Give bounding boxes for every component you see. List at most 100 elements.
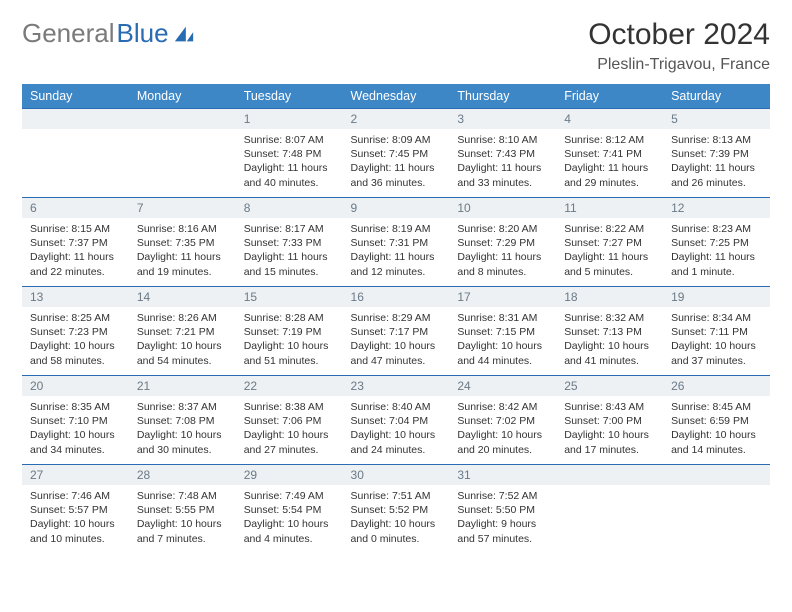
sunrise-line: Sunrise: 8:29 AM (351, 311, 442, 325)
sunrise-line: Sunrise: 8:26 AM (137, 311, 228, 325)
day-number: 3 (449, 109, 556, 129)
sunset-line: Sunset: 7:06 PM (244, 414, 335, 428)
day-body: Sunrise: 7:48 AMSunset: 5:55 PMDaylight:… (129, 485, 236, 552)
sunset-line: Sunset: 7:00 PM (564, 414, 655, 428)
brand-part2: Blue (117, 18, 169, 49)
day-number: 2 (343, 109, 450, 129)
daylight-line: Daylight: 10 hours and 44 minutes. (457, 339, 548, 367)
weekday-header: Wednesday (343, 84, 450, 108)
daylight-line: Daylight: 10 hours and 34 minutes. (30, 428, 121, 456)
sunrise-line: Sunrise: 7:48 AM (137, 489, 228, 503)
sunrise-line: Sunrise: 8:45 AM (671, 400, 762, 414)
day-body: Sunrise: 8:19 AMSunset: 7:31 PMDaylight:… (343, 218, 450, 285)
sunrise-line: Sunrise: 8:38 AM (244, 400, 335, 414)
daylight-line: Daylight: 11 hours and 29 minutes. (564, 161, 655, 189)
daylight-line: Daylight: 10 hours and 4 minutes. (244, 517, 335, 545)
daylight-line: Daylight: 10 hours and 30 minutes. (137, 428, 228, 456)
sunset-line: Sunset: 7:11 PM (671, 325, 762, 339)
daylight-line: Daylight: 10 hours and 47 minutes. (351, 339, 442, 367)
day-number: 4 (556, 109, 663, 129)
week-number-row: 2728293031 (22, 464, 770, 485)
week-body-row: Sunrise: 8:15 AMSunset: 7:37 PMDaylight:… (22, 218, 770, 286)
day-number: 23 (343, 376, 450, 396)
sunrise-line: Sunrise: 8:35 AM (30, 400, 121, 414)
day-number: 17 (449, 287, 556, 307)
daylight-line: Daylight: 10 hours and 20 minutes. (457, 428, 548, 456)
week-number-row: 12345 (22, 108, 770, 129)
sunrise-line: Sunrise: 8:42 AM (457, 400, 548, 414)
daylight-line: Daylight: 11 hours and 26 minutes. (671, 161, 762, 189)
sunrise-line: Sunrise: 8:23 AM (671, 222, 762, 236)
sunrise-line: Sunrise: 7:51 AM (351, 489, 442, 503)
day-body: Sunrise: 8:35 AMSunset: 7:10 PMDaylight:… (22, 396, 129, 463)
day-body: Sunrise: 8:23 AMSunset: 7:25 PMDaylight:… (663, 218, 770, 285)
day-body: Sunrise: 8:38 AMSunset: 7:06 PMDaylight:… (236, 396, 343, 463)
sunset-line: Sunset: 5:57 PM (30, 503, 121, 517)
sunrise-line: Sunrise: 8:25 AM (30, 311, 121, 325)
daylight-line: Daylight: 11 hours and 8 minutes. (457, 250, 548, 278)
sunrise-line: Sunrise: 8:31 AM (457, 311, 548, 325)
day-number: 31 (449, 465, 556, 485)
sunrise-line: Sunrise: 7:46 AM (30, 489, 121, 503)
day-body: Sunrise: 8:17 AMSunset: 7:33 PMDaylight:… (236, 218, 343, 285)
sunset-line: Sunset: 7:15 PM (457, 325, 548, 339)
sunset-line: Sunset: 7:08 PM (137, 414, 228, 428)
day-number: 18 (556, 287, 663, 307)
day-body: Sunrise: 8:12 AMSunset: 7:41 PMDaylight:… (556, 129, 663, 196)
daylight-line: Daylight: 11 hours and 12 minutes. (351, 250, 442, 278)
daylight-line: Daylight: 11 hours and 33 minutes. (457, 161, 548, 189)
day-number: 5 (663, 109, 770, 129)
week-body-row: Sunrise: 8:25 AMSunset: 7:23 PMDaylight:… (22, 307, 770, 375)
sunset-line: Sunset: 7:35 PM (137, 236, 228, 250)
page-title: October 2024 (588, 18, 770, 52)
sunset-line: Sunset: 7:43 PM (457, 147, 548, 161)
sunrise-line: Sunrise: 8:10 AM (457, 133, 548, 147)
sunrise-line: Sunrise: 8:40 AM (351, 400, 442, 414)
daylight-line: Daylight: 10 hours and 17 minutes. (564, 428, 655, 456)
sunset-line: Sunset: 5:50 PM (457, 503, 548, 517)
sunset-line: Sunset: 7:48 PM (244, 147, 335, 161)
daylight-line: Daylight: 10 hours and 58 minutes. (30, 339, 121, 367)
sunrise-line: Sunrise: 8:17 AM (244, 222, 335, 236)
sunset-line: Sunset: 7:04 PM (351, 414, 442, 428)
daylight-line: Daylight: 11 hours and 22 minutes. (30, 250, 121, 278)
sunset-line: Sunset: 7:17 PM (351, 325, 442, 339)
day-number: 29 (236, 465, 343, 485)
sunset-line: Sunset: 7:25 PM (671, 236, 762, 250)
day-body: Sunrise: 8:37 AMSunset: 7:08 PMDaylight:… (129, 396, 236, 463)
day-body: Sunrise: 7:49 AMSunset: 5:54 PMDaylight:… (236, 485, 343, 552)
day-number: 25 (556, 376, 663, 396)
location: Pleslin-Trigavou, France (588, 56, 770, 74)
sunset-line: Sunset: 7:23 PM (30, 325, 121, 339)
weekday-header: Friday (556, 84, 663, 108)
weekday-header: Saturday (663, 84, 770, 108)
day-number: 13 (22, 287, 129, 307)
sunset-line: Sunset: 7:21 PM (137, 325, 228, 339)
calendar-table: SundayMondayTuesdayWednesdayThursdayFrid… (22, 84, 770, 553)
day-number: 12 (663, 198, 770, 218)
day-number: 20 (22, 376, 129, 396)
day-number: 10 (449, 198, 556, 218)
day-number: 16 (343, 287, 450, 307)
daylight-line: Daylight: 9 hours and 57 minutes. (457, 517, 548, 545)
daylight-line: Daylight: 10 hours and 0 minutes. (351, 517, 442, 545)
daylight-line: Daylight: 10 hours and 14 minutes. (671, 428, 762, 456)
sunrise-line: Sunrise: 8:19 AM (351, 222, 442, 236)
sunrise-line: Sunrise: 8:07 AM (244, 133, 335, 147)
sunset-line: Sunset: 7:37 PM (30, 236, 121, 250)
day-body: Sunrise: 8:43 AMSunset: 7:00 PMDaylight:… (556, 396, 663, 463)
day-number: 7 (129, 198, 236, 218)
day-body: Sunrise: 8:34 AMSunset: 7:11 PMDaylight:… (663, 307, 770, 374)
day-body: Sunrise: 8:40 AMSunset: 7:04 PMDaylight:… (343, 396, 450, 463)
sunrise-line: Sunrise: 8:22 AM (564, 222, 655, 236)
sunset-line: Sunset: 7:41 PM (564, 147, 655, 161)
sunrise-line: Sunrise: 8:20 AM (457, 222, 548, 236)
day-body: Sunrise: 8:16 AMSunset: 7:35 PMDaylight:… (129, 218, 236, 285)
sunset-line: Sunset: 7:31 PM (351, 236, 442, 250)
sunrise-line: Sunrise: 8:16 AM (137, 222, 228, 236)
weekday-header-row: SundayMondayTuesdayWednesdayThursdayFrid… (22, 84, 770, 108)
day-number: 14 (129, 287, 236, 307)
sunset-line: Sunset: 5:52 PM (351, 503, 442, 517)
day-number: 1 (236, 109, 343, 129)
daylight-line: Daylight: 10 hours and 54 minutes. (137, 339, 228, 367)
